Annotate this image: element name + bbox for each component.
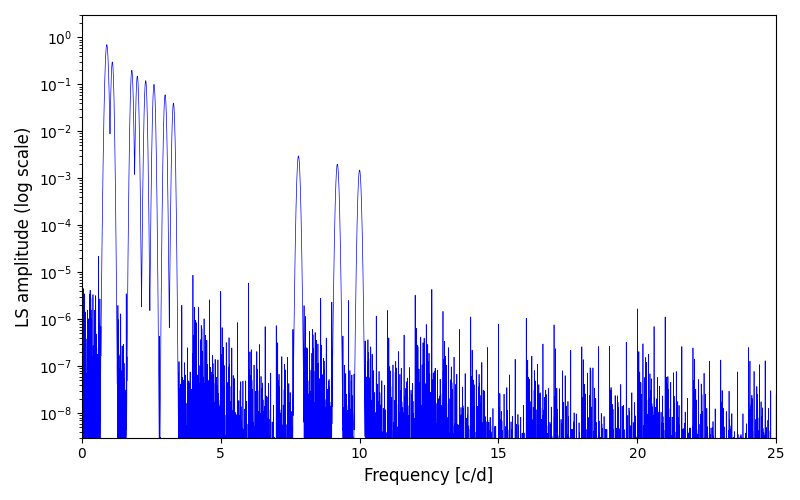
- X-axis label: Frequency [c/d]: Frequency [c/d]: [364, 467, 494, 485]
- Y-axis label: LS amplitude (log scale): LS amplitude (log scale): [15, 126, 33, 326]
